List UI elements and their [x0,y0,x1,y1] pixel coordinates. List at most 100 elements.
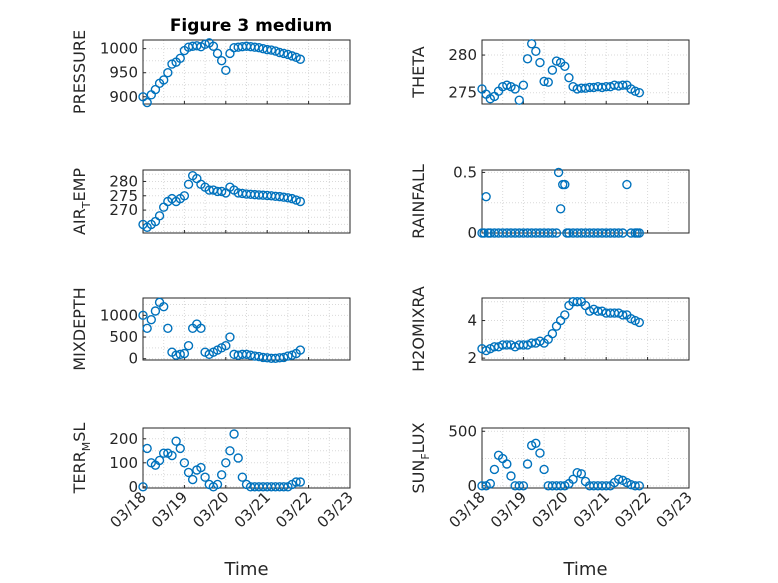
y-axis-label: SUNFLUX [409,422,432,493]
data-point [187,474,198,485]
axes-sun_flux: 050003/1803/1903/2003/2103/2203/23SUNFLU… [409,422,696,580]
data-point [138,482,148,492]
data-point [138,310,148,321]
y-tick-label: 0 [128,350,138,368]
data-point [510,84,520,94]
data-point [196,323,206,334]
data-point [295,54,306,64]
data-point [539,464,549,475]
axes-pressure: 900 950 1000 PRESSURE [70,30,351,114]
data-point [196,462,206,473]
data-point [543,77,553,87]
y-tick-label: 0 [467,224,477,242]
data-point [179,191,190,201]
data-point [283,351,293,361]
data-point [539,76,549,87]
data-point [279,352,289,363]
data-point [568,474,578,484]
data-point [547,228,558,238]
y-tick-label: 900 [109,88,138,106]
data-point [295,477,306,487]
data-point [291,195,301,205]
axes-rainfall: 0 0.5 RAINFALL [409,163,690,242]
data-point [163,68,173,78]
data-point [613,228,624,238]
data-point [555,481,566,491]
data-point [212,479,223,490]
data-point [175,443,185,454]
y-tick-label: 275 [109,187,138,205]
data-point [630,481,640,491]
data-point [279,48,289,59]
data-point [572,468,582,478]
data-point [502,459,512,469]
data-point [634,228,645,238]
data-point [535,448,545,458]
y-tick-label: 275 [448,84,477,102]
y-tick-label: 0.5 [453,163,477,181]
y-tick-label: 4 [467,312,477,330]
y-tick-label: 1000 [100,40,138,58]
data-point [287,51,297,61]
y-tick-label: 200 [109,430,138,448]
data-point [279,482,289,492]
data-point [634,317,645,328]
data-point [634,88,645,98]
data-point [179,458,190,468]
data-point [208,41,219,51]
data-point [283,193,293,203]
data-point [560,61,570,72]
data-point [287,350,297,360]
data-point [266,45,277,55]
data-point [526,39,537,49]
data-point [270,46,281,56]
data-point [150,84,161,95]
data-point [142,97,152,108]
y-tick-label: 500 [109,328,138,346]
y-tick-label: 270 [109,201,138,219]
x-tick-label: 03/21 [570,488,613,531]
data-point [555,204,566,214]
data-point [283,49,293,60]
data-point [154,211,165,221]
y-axis-label: TERRMSL [70,423,93,495]
data-point [560,179,570,190]
data-point [291,477,301,487]
data-point [576,469,587,479]
data-point [531,46,541,56]
data-point [142,443,152,454]
data-point [481,191,491,202]
x-tick-label: 03/20 [189,488,232,531]
data-point [479,228,489,238]
data-point [551,228,562,238]
data-point [535,57,545,68]
data-point [618,310,628,320]
data-point [295,196,306,207]
data-point [183,467,194,478]
data-point [477,481,487,491]
y-tick-label: 500 [448,422,477,440]
axes-border [142,169,351,234]
data-point [175,349,185,360]
axes-terr_msl: 010020003/1803/1903/2003/2103/2203/23TER… [70,423,357,580]
x-tick-label: 03/21 [231,488,274,531]
data-point [514,481,524,491]
y-axis-label: AIRTEMP [70,168,93,235]
y-tick-label: 1000 [100,306,138,324]
x-tick-label: 03/23 [314,488,357,531]
data-point [216,55,227,66]
data-point [216,186,227,197]
y-tick-label: 2 [467,349,477,367]
data-point [183,179,194,190]
data-point [150,306,161,316]
data-point [630,86,640,96]
data-point [518,80,529,90]
data-point [601,481,611,491]
data-point [618,80,628,90]
data-point [295,345,306,355]
data-point [560,310,570,320]
y-tick-label: 0 [467,477,477,495]
data-point [179,348,190,359]
